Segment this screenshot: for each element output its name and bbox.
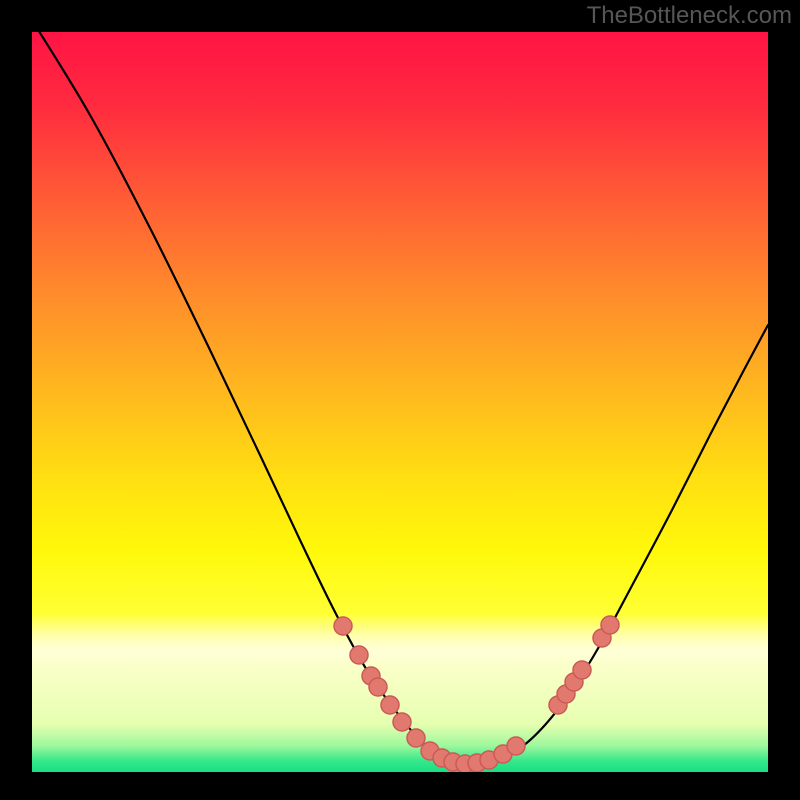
curve-marker xyxy=(369,678,387,696)
curve-marker xyxy=(507,737,525,755)
curve-marker xyxy=(334,617,352,635)
curve-marker xyxy=(381,696,399,714)
curve-marker xyxy=(393,713,411,731)
gradient-plot-area xyxy=(32,32,768,772)
curve-marker xyxy=(573,661,591,679)
curve-marker xyxy=(350,646,368,664)
watermark-text: TheBottleneck.com xyxy=(587,2,792,30)
curve-marker xyxy=(407,729,425,747)
curve-marker xyxy=(601,616,619,634)
